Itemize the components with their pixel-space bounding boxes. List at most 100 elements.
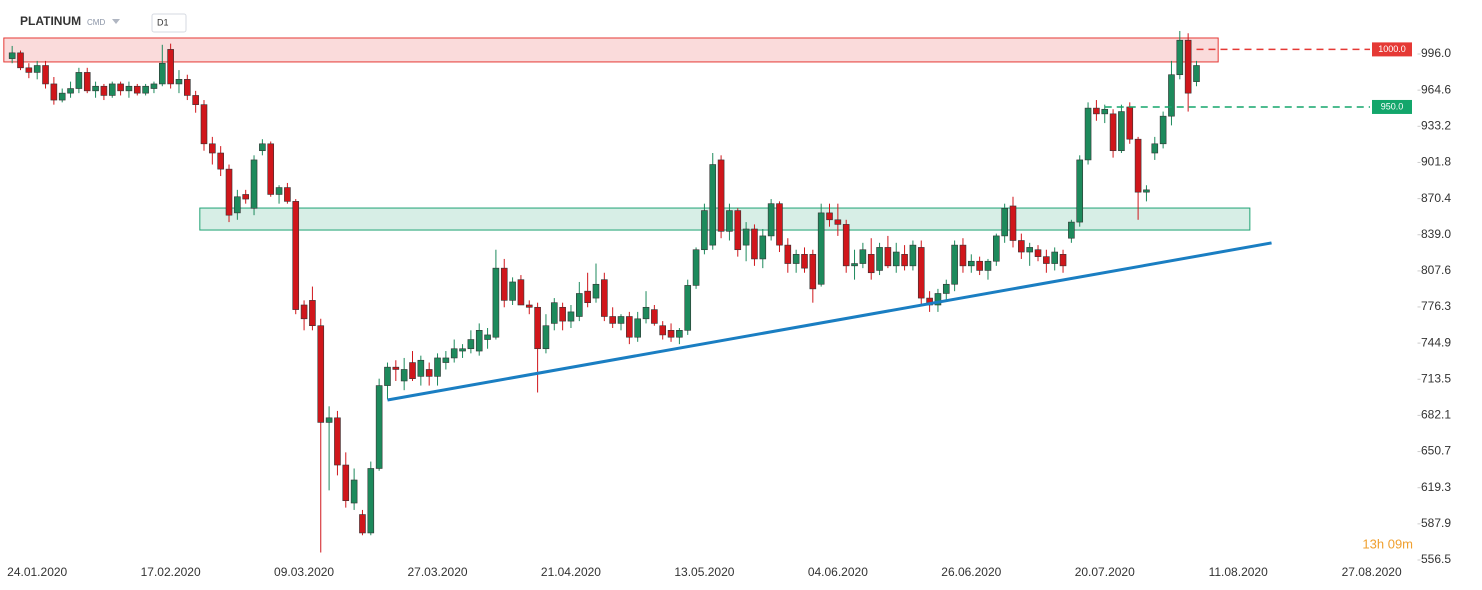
candle-body xyxy=(434,357,441,377)
candle-body xyxy=(751,228,758,260)
y-tick-label: 587.9 xyxy=(1421,516,1451,530)
candle-body xyxy=(1118,111,1125,152)
candle-body xyxy=(559,306,566,322)
candle-body xyxy=(100,85,108,96)
candle-body xyxy=(784,244,792,264)
candle-body xyxy=(267,143,275,195)
candle-body xyxy=(676,330,683,338)
candle-body xyxy=(509,281,516,301)
candle-body xyxy=(25,67,33,73)
candle-body xyxy=(367,468,375,534)
candle-body xyxy=(726,210,733,232)
candle-body xyxy=(133,85,141,94)
candle-body xyxy=(242,194,249,200)
candle-body xyxy=(801,254,808,269)
candle-body xyxy=(601,279,608,317)
candle-body xyxy=(450,348,458,359)
candle-body xyxy=(484,334,491,340)
dropdown-arrow[interactable] xyxy=(112,19,120,24)
y-tick-label: 744.9 xyxy=(1421,335,1451,349)
candle-body xyxy=(792,254,800,264)
candle-body xyxy=(175,79,183,85)
timeframe[interactable]: D1 xyxy=(157,17,169,27)
candle-body xyxy=(976,260,983,271)
candle-body xyxy=(817,212,825,285)
candle-body xyxy=(684,285,692,331)
candle-body xyxy=(842,224,850,267)
candle-body xyxy=(667,330,675,338)
y-tick-label: 839.0 xyxy=(1421,227,1451,241)
symbol: PLATINUM xyxy=(20,14,81,28)
candle-body xyxy=(525,304,533,308)
candle-body xyxy=(659,325,667,336)
candle-body xyxy=(325,417,333,423)
candle-body xyxy=(200,104,208,145)
candle-body xyxy=(1101,108,1109,115)
candle-body xyxy=(217,152,224,170)
candle-body xyxy=(759,235,767,260)
candle-body xyxy=(67,88,74,94)
candle-body xyxy=(542,325,550,350)
candle-body xyxy=(1018,240,1025,253)
candle-body xyxy=(259,143,266,152)
candle-body xyxy=(534,306,541,350)
candle-body xyxy=(767,203,775,237)
countdown: 13h 09m xyxy=(1362,536,1413,551)
candle-body xyxy=(209,143,216,154)
candle-body xyxy=(442,357,450,363)
candle-body xyxy=(651,309,658,324)
candle-body xyxy=(292,201,300,310)
candle-body xyxy=(1051,251,1058,264)
level-label: 1000.0 xyxy=(1378,44,1406,54)
candle-body xyxy=(1068,221,1075,239)
candle-body xyxy=(83,72,91,92)
level-label-box xyxy=(1372,42,1412,57)
candle-body xyxy=(409,362,416,379)
x-tick-label: 11.08.2020 xyxy=(1209,565,1268,579)
candle-body xyxy=(809,254,817,290)
candle-body xyxy=(1009,205,1017,241)
candle-body xyxy=(867,254,875,274)
candle-body xyxy=(33,65,41,73)
candle-body xyxy=(92,85,99,92)
x-tick-label: 20.07.2020 xyxy=(1075,565,1135,579)
candle-body xyxy=(284,187,291,202)
candle-body xyxy=(392,366,400,370)
candle-body xyxy=(384,366,391,386)
candle-body xyxy=(1159,115,1167,145)
y-tick-label: 964.6 xyxy=(1421,82,1451,96)
price-zone xyxy=(199,207,1251,231)
y-tick-label: 682.1 xyxy=(1421,408,1451,422)
candle-body xyxy=(826,212,833,221)
x-tick-label: 17.02.2020 xyxy=(141,565,201,579)
candle-body xyxy=(50,83,58,101)
candle-body xyxy=(609,316,616,324)
candle-body xyxy=(876,247,883,271)
candle-body xyxy=(550,302,558,324)
candle-body xyxy=(1059,254,1067,267)
candle-body xyxy=(717,159,725,232)
candle-body xyxy=(742,228,750,246)
timeframe-box[interactable] xyxy=(151,13,187,33)
candle-body xyxy=(17,52,24,69)
candle-body xyxy=(1001,207,1008,237)
trendline xyxy=(387,241,1272,402)
candle-body xyxy=(342,464,350,502)
candle-body xyxy=(275,187,283,195)
candle-body xyxy=(42,65,49,85)
candle-body xyxy=(150,83,158,89)
candle-body xyxy=(1151,143,1159,154)
candle-body xyxy=(158,62,166,85)
x-tick-label: 26.06.2020 xyxy=(941,565,1001,579)
candle-body xyxy=(909,244,917,267)
candle-body xyxy=(108,83,116,96)
y-tick-label: 556.5 xyxy=(1421,552,1451,566)
candle-body xyxy=(592,283,600,299)
candle-body xyxy=(626,316,633,338)
candle-body xyxy=(892,251,900,267)
candle-body xyxy=(584,290,591,303)
candle-body xyxy=(617,316,625,324)
candle-body xyxy=(167,49,174,85)
candle-body xyxy=(709,164,717,246)
candle-body xyxy=(884,247,892,267)
